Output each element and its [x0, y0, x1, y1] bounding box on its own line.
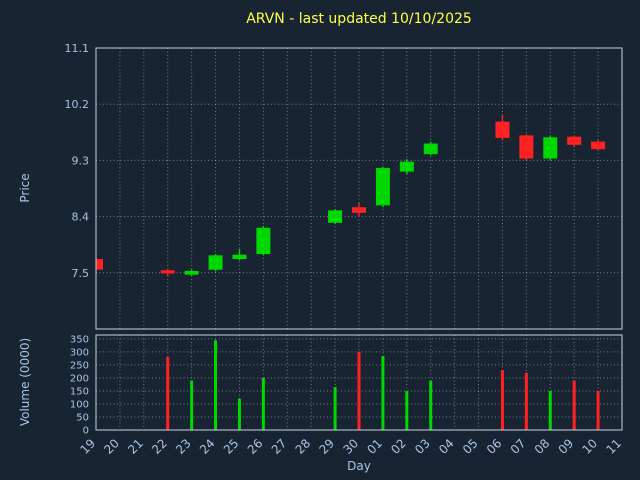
candle-body-down	[352, 207, 366, 213]
volume-tick-label: 300	[70, 347, 89, 358]
volume-tick-label: 50	[76, 412, 89, 423]
x-tick-label: 06	[484, 436, 505, 457]
volume-tick-label: 350	[70, 334, 89, 345]
candle-body-up	[423, 143, 438, 155]
x-tick-label: 19	[77, 436, 98, 457]
candle-body-up	[375, 167, 390, 206]
x-tick-label: 30	[340, 436, 361, 457]
x-tick-label: 20	[101, 436, 122, 457]
x-tick-label: 07	[508, 436, 529, 457]
volume-tick-label: 200	[70, 373, 89, 384]
x-tick-label: 01	[364, 436, 385, 457]
price-tick-label: 9.3	[72, 154, 90, 167]
x-tick-label: 22	[149, 436, 170, 457]
x-tick-label: 26	[245, 436, 266, 457]
candle-body-down	[519, 135, 534, 159]
candle-body-down	[567, 136, 582, 145]
volume-tick-label: 100	[70, 399, 89, 410]
candle-body-down	[495, 121, 510, 138]
candle-body-up	[208, 255, 223, 270]
candle-body-up	[399, 161, 414, 172]
chart-title: ARVN - last updated 10/10/2025	[246, 11, 472, 27]
volume-plot-border	[95, 334, 623, 431]
x-tick-label: 10	[580, 436, 601, 457]
candle-body-down	[591, 141, 606, 150]
price-tick-label: 7.5	[72, 267, 90, 280]
candle-body-down	[160, 270, 175, 274]
x-tick-label: 27	[269, 436, 290, 457]
volume-tick-label: 250	[70, 360, 89, 371]
day-axis-label: Day	[347, 459, 371, 473]
x-tick-label: 29	[317, 436, 338, 457]
candle-body-up	[328, 210, 343, 223]
x-tick-label: 23	[173, 436, 194, 457]
candle-body-down	[96, 259, 103, 270]
price-tick-label: 8.4	[72, 211, 90, 224]
price-plot-border	[95, 47, 623, 330]
x-tick-label: 21	[125, 436, 146, 457]
candle-body-up	[184, 270, 199, 275]
x-tick-label: 02	[388, 436, 409, 457]
candles-layer	[96, 115, 606, 277]
x-tick-label: 24	[197, 436, 218, 457]
x-tick-label: 08	[532, 436, 553, 457]
x-tick-label: 04	[436, 436, 457, 457]
price-tick-label: 11.1	[65, 42, 90, 55]
price-tick-label: 10.2	[65, 98, 90, 111]
candle-body-up	[256, 227, 271, 255]
x-tick-label: 11	[603, 436, 624, 457]
candle-body-up	[543, 137, 558, 159]
x-tick-label: 05	[460, 436, 481, 457]
x-tick-label: 09	[556, 436, 577, 457]
volume-tick-label: 150	[70, 386, 89, 397]
x-tick-label: 25	[221, 436, 242, 457]
candle-body-up	[232, 254, 247, 260]
x-tick-label: 28	[293, 436, 314, 457]
volume-tick-label: 0	[83, 426, 89, 437]
x-tick-label: 03	[412, 436, 433, 457]
